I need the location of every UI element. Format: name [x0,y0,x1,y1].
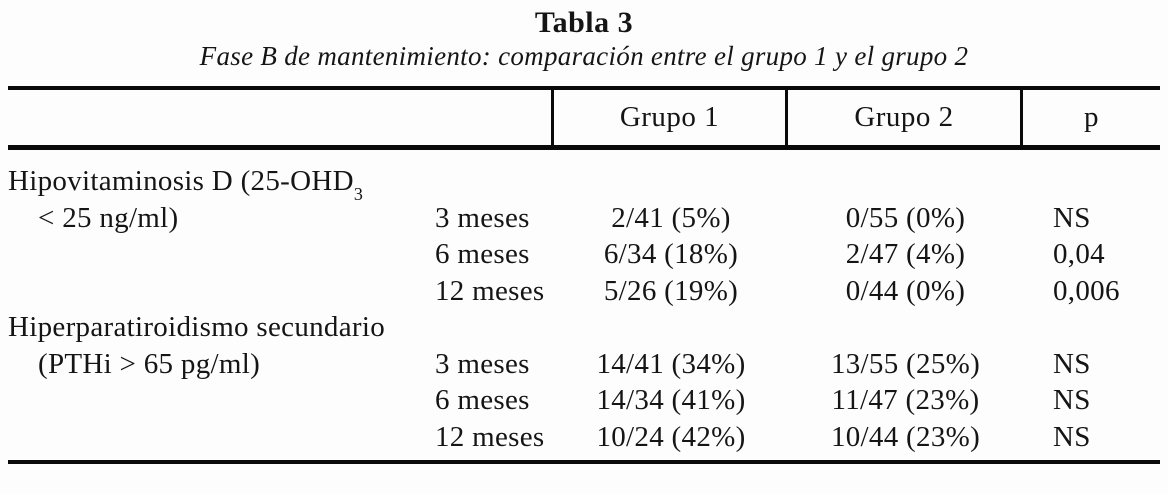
spacer-cell [554,309,788,346]
group1-label-line1: Hipovitaminosis D (25-OHD3 [8,163,433,203]
spacer-cell [433,163,554,200]
table-title: Tabla 3 [534,6,634,39]
table-header-row: Grupo 1 Grupo 2 p [8,86,1160,150]
grupo2-value-cell: 0/55 (0%) [845,201,966,234]
group1-label-text: Hipovitaminosis D (25-OHD [8,165,354,197]
header-cell-empty [8,90,554,145]
spacer-cell [1023,309,1160,346]
spacer-cell [788,309,1023,346]
grupo2-value-cell: 11/47 (23%) [831,384,980,416]
header-cell-grupo2: Grupo 2 [788,90,1023,145]
p-value-cell: 0,006 [1053,274,1120,307]
group2-label-line1: Hiperparatiroidismo secundario [8,311,386,343]
time-cell: 12 meses [435,420,545,453]
group1-label-subscript: 3 [353,184,364,205]
time-cell: 3 meses [435,347,530,380]
header-cell-p: p [1084,101,1099,133]
grupo1-value-cell: 6/34 (18%) [603,238,739,270]
grupo1-value-cell: 14/41 (34%) [596,347,746,380]
data-table: Grupo 1 Grupo 2 p Hipovitaminosis D (25-… [8,86,1160,464]
spacer-cell [8,273,433,310]
grupo1-value-cell: 5/26 (19%) [603,274,739,307]
header-cell-grupo1: Grupo 1 [554,90,788,145]
grupo1-value-cell: 2/41 (5%) [611,201,731,234]
spacer-cell [554,163,788,200]
time-cell: 6 meses [435,238,530,270]
spacer-cell [1023,163,1160,200]
grupo2-value-cell: 10/44 (23%) [830,420,981,453]
grupo1-value-cell: 10/24 (42%) [596,420,746,453]
spacer-cell [8,419,433,456]
grupo1-value-cell: 14/34 (41%) [596,384,746,416]
p-value-cell: NS [1053,420,1091,453]
group2-label-line2: (PTHi > 65 pg/ml) [38,347,261,380]
grupo2-value-cell: 13/55 (25%) [830,347,981,380]
grupo2-value-cell: 0/44 (0%) [845,274,966,307]
p-value-cell: NS [1053,384,1091,416]
time-cell: 3 meses [435,201,530,234]
p-value-cell: NS [1053,201,1091,234]
table-subtitle: Fase B de mantenimiento: comparación ent… [199,41,969,71]
p-value-cell: NS [1053,347,1091,380]
grupo2-value-cell: 2/47 (4%) [845,238,966,270]
p-value-cell: 0,04 [1053,238,1105,270]
time-cell: 6 meses [435,384,530,416]
time-cell: 12 meses [435,274,545,307]
group1-label-line2: < 25 ng/ml) [38,201,179,234]
spacer-cell [8,382,433,419]
table-body: Hipovitaminosis D (25-OHD3 < 25 ng/ml) 3… [8,150,1160,464]
spacer-cell [433,309,554,346]
spacer-cell [788,163,1023,200]
spacer-cell [8,236,433,273]
